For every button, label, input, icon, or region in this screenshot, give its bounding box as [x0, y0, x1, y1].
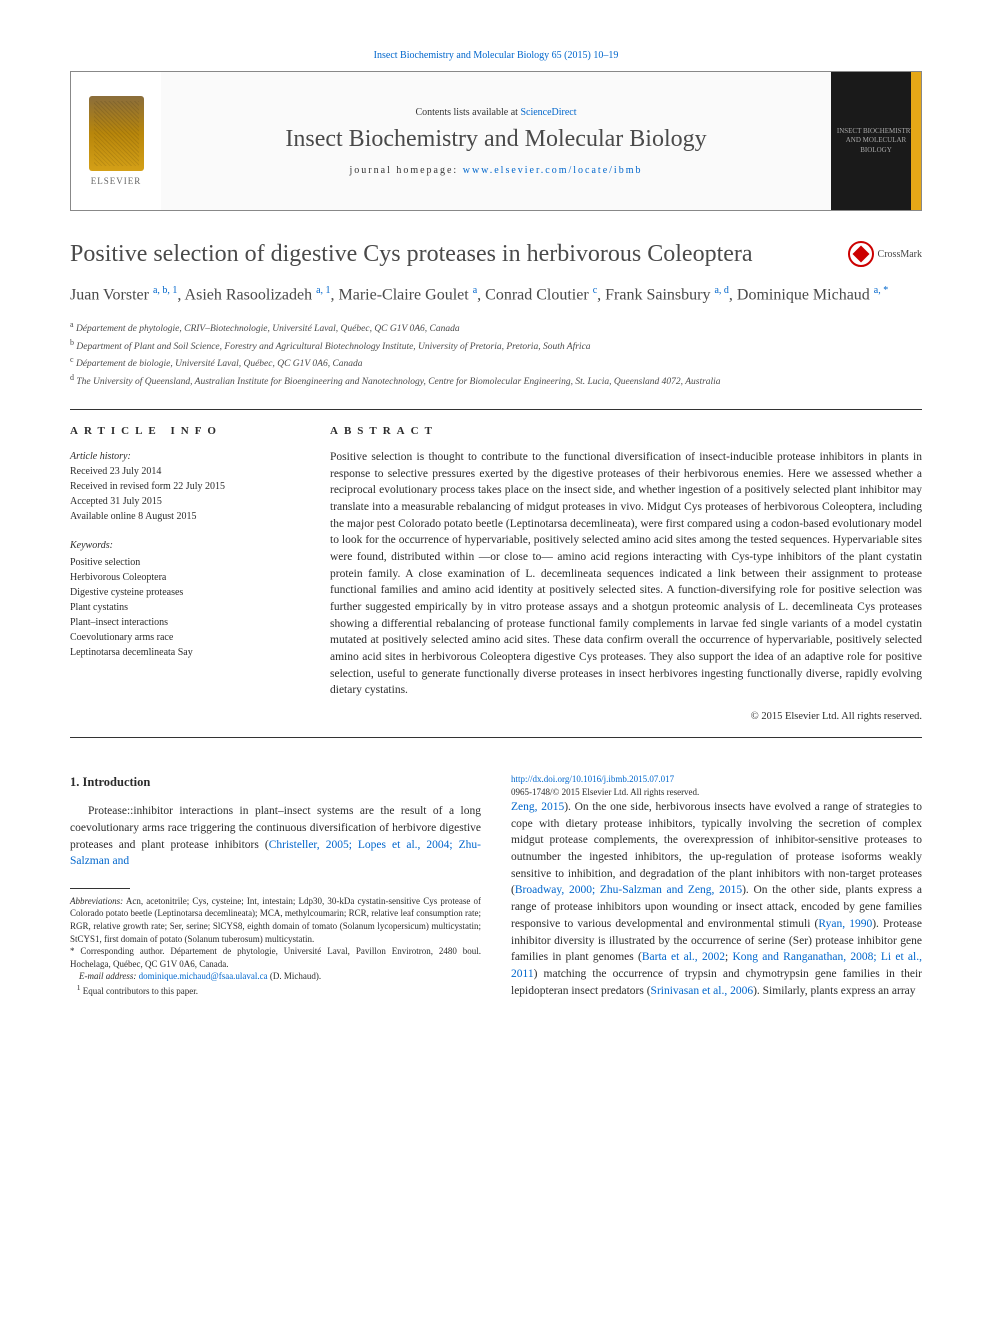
intro-paragraph-col2: Zeng, 2015). On the one side, herbivorou…: [511, 799, 922, 999]
journal-header: ELSEVIER Contents lists available at Sci…: [70, 71, 922, 211]
cover-strip: [911, 72, 921, 210]
citation-link[interactable]: Ryan, 1990: [818, 918, 872, 930]
intro-paragraph: Protease::inhibitor interactions in plan…: [70, 803, 481, 870]
publisher-name: ELSEVIER: [91, 176, 142, 186]
abstract-header: ABSTRACT: [330, 425, 922, 437]
journal-name: Insect Biochemistry and Molecular Biolog…: [285, 126, 706, 153]
abbreviations-footnote: Abbreviations: Acn, acetonitrile; Cys, c…: [70, 895, 481, 945]
history-label: Article history:: [70, 449, 300, 464]
equal-contrib-footnote: 1 Equal contributors to this paper.: [70, 983, 481, 998]
email-link[interactable]: dominique.michaud@fsaa.ulaval.ca: [139, 971, 268, 981]
keyword-item: Plant–insect interactions: [70, 615, 300, 630]
keywords-label: Keywords:: [70, 538, 300, 553]
journal-cover[interactable]: INSECT BIOCHEMISTRY AND MOLECULAR BIOLOG…: [831, 72, 921, 210]
keyword-item: Digestive cysteine proteases: [70, 585, 300, 600]
citation-link[interactable]: Barta et al., 2002: [642, 951, 725, 963]
citation-link[interactable]: Srinivasan et al., 2006: [651, 985, 754, 997]
authors-list: Juan Vorster a, b, 1, Asieh Rasoolizadeh…: [70, 283, 922, 307]
crossmark-label: CrossMark: [878, 249, 922, 260]
received-date: Received 23 July 2014: [70, 464, 300, 479]
contents-line: Contents lists available at ScienceDirec…: [415, 107, 576, 118]
abstract-text: Positive selection is thought to contrib…: [330, 449, 922, 699]
header-center: Contents lists available at ScienceDirec…: [161, 72, 831, 210]
article-title: Positive selection of digestive Cys prot…: [70, 241, 828, 268]
revised-date: Received in revised form 22 July 2015: [70, 479, 300, 494]
keywords-list: Positive selectionHerbivorous Coleoptera…: [70, 555, 300, 660]
keyword-item: Positive selection: [70, 555, 300, 570]
doi-link[interactable]: http://dx.doi.org/10.1016/j.ibmb.2015.07…: [511, 773, 922, 786]
divider: [70, 737, 922, 738]
cover-title: INSECT BIOCHEMISTRY AND MOLECULAR BIOLOG…: [831, 122, 921, 159]
top-citation[interactable]: Insect Biochemistry and Molecular Biolog…: [70, 50, 922, 61]
article-info: Article history: Received 23 July 2014 R…: [70, 449, 300, 660]
footnotes: Abbreviations: Acn, acetonitrile; Cys, c…: [70, 888, 481, 998]
keyword-item: Herbivorous Coleoptera: [70, 570, 300, 585]
accepted-date: Accepted 31 July 2015: [70, 494, 300, 509]
keyword-item: Leptinotarsa decemlineata Say: [70, 645, 300, 660]
abstract-copyright: © 2015 Elsevier Ltd. All rights reserved…: [330, 711, 922, 722]
keyword-item: Plant cystatins: [70, 600, 300, 615]
sciencedirect-link[interactable]: ScienceDirect: [520, 107, 576, 118]
journal-homepage: journal homepage: www.elsevier.com/locat…: [350, 165, 643, 176]
citation-link[interactable]: Broadway, 2000; Zhu-Salzman and Zeng, 20…: [515, 884, 742, 896]
online-date: Available online 8 August 2015: [70, 509, 300, 524]
corresponding-author-footnote: * Corresponding author. Département de p…: [70, 945, 481, 970]
keyword-item: Coevolutionary arms race: [70, 630, 300, 645]
divider: [70, 409, 922, 410]
homepage-link[interactable]: www.elsevier.com/locate/ibmb: [463, 165, 643, 176]
crossmark-badge[interactable]: CrossMark: [848, 241, 922, 267]
issn-line: 0965-1748/© 2015 Elsevier Ltd. All right…: [511, 786, 922, 799]
email-footnote: E-mail address: dominique.michaud@fsaa.u…: [70, 970, 481, 983]
citation-link[interactable]: Zeng, 2015: [511, 801, 564, 813]
elsevier-logo[interactable]: ELSEVIER: [71, 72, 161, 210]
footnote-rule: [70, 888, 130, 889]
affiliations: a Département de phytologie, CRIV–Biotec…: [70, 319, 922, 389]
article-info-header: ARTICLE INFO: [70, 425, 300, 437]
introduction-header: 1. Introduction: [70, 773, 481, 791]
crossmark-icon: [848, 241, 874, 267]
elsevier-tree-icon: [89, 96, 144, 171]
